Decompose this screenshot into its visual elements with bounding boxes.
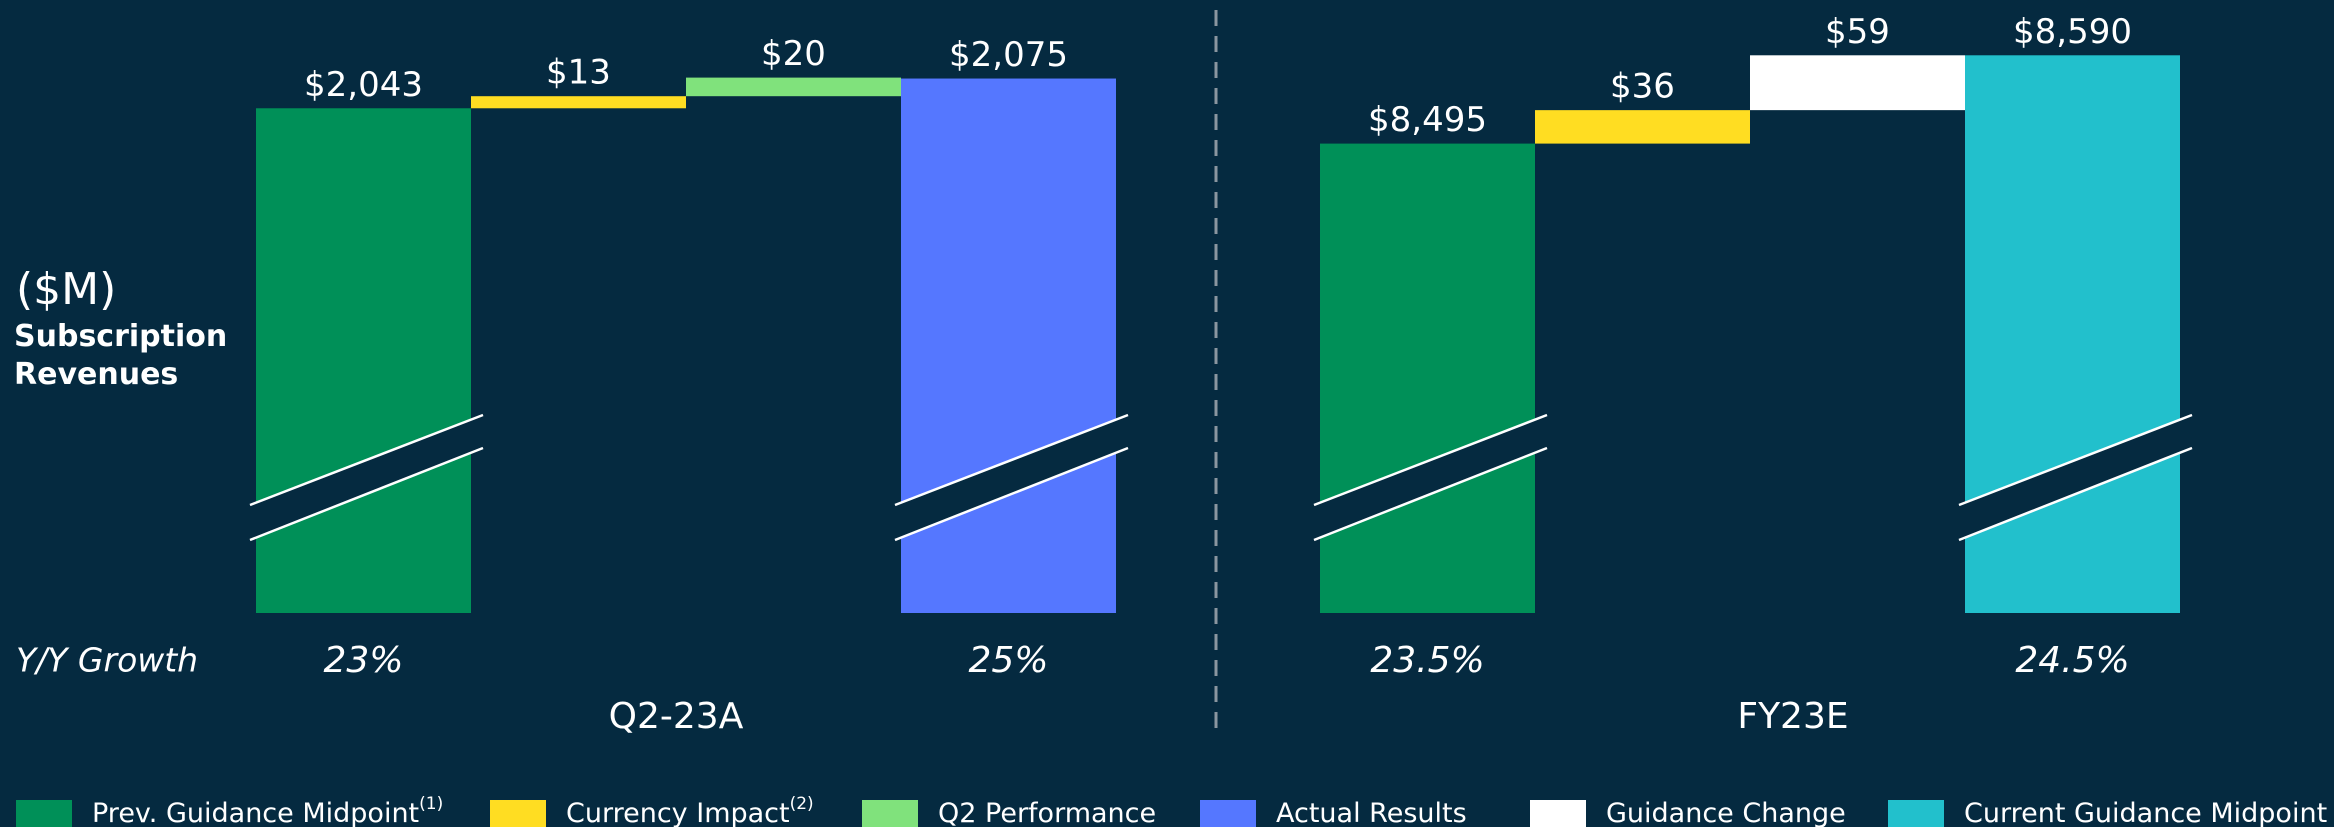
legend-text: Actual Results bbox=[1276, 798, 1467, 827]
legend-name: Q2 Performance bbox=[938, 798, 1156, 827]
axis-break bbox=[250, 415, 483, 540]
legend-swatch bbox=[1200, 800, 1256, 827]
bar bbox=[1320, 143, 1535, 613]
metric-label: Subscription Revenues bbox=[14, 319, 228, 392]
legend-swatch bbox=[862, 800, 918, 827]
bar bbox=[1535, 110, 1750, 144]
value-label: $36 bbox=[1610, 67, 1675, 107]
axis-break bbox=[1959, 415, 2192, 540]
growth-value: 23% bbox=[323, 640, 403, 681]
axis-break bbox=[895, 415, 1128, 540]
legend-note: (1) bbox=[419, 794, 443, 814]
bar bbox=[686, 77, 901, 97]
legend-name: Currency Impact bbox=[566, 798, 790, 827]
growth-label: Y/Y Growth bbox=[16, 641, 198, 680]
axis-break-line bbox=[894, 446, 1129, 542]
axis-break-line bbox=[1313, 413, 1548, 507]
x-label: Q2-23A bbox=[609, 696, 744, 737]
value-label: $20 bbox=[761, 34, 826, 74]
legend-text: Currency Impact(2) bbox=[566, 794, 814, 827]
legend-text: Current Guidance Midpoint bbox=[1964, 798, 2327, 827]
legend-note: (2) bbox=[790, 794, 814, 814]
bar bbox=[1750, 55, 1965, 111]
growth-value: 23.5% bbox=[1370, 640, 1484, 681]
legend-name: Prev. Guidance Midpoint bbox=[92, 798, 419, 827]
legend-swatch bbox=[16, 800, 72, 827]
legend-name: Actual Results bbox=[1276, 798, 1467, 827]
legend-swatch bbox=[1530, 800, 1586, 827]
axis-break bbox=[1314, 415, 1547, 540]
value-label: $2,075 bbox=[949, 35, 1068, 75]
bar bbox=[1965, 55, 2180, 613]
value-label: $2,043 bbox=[304, 65, 423, 105]
axis-break-line bbox=[1313, 446, 1548, 542]
x-label: FY23E bbox=[1737, 696, 1848, 737]
axis-break-line bbox=[249, 446, 484, 542]
growth-value: 25% bbox=[968, 640, 1048, 681]
legend-swatch bbox=[490, 800, 546, 827]
legend-text: Guidance Change bbox=[1606, 798, 1846, 827]
value-label: $13 bbox=[546, 53, 611, 93]
bar bbox=[901, 78, 1116, 614]
axis-break-line bbox=[1958, 446, 2193, 542]
legend-swatch bbox=[1888, 800, 1944, 827]
legend-name: Guidance Change bbox=[1606, 798, 1846, 827]
axis-break-line bbox=[894, 413, 1129, 507]
bar bbox=[471, 96, 686, 109]
value-label: $8,495 bbox=[1368, 100, 1487, 140]
axis-break-line bbox=[249, 413, 484, 507]
growth-value: 24.5% bbox=[2015, 640, 2129, 681]
metric-label-box: Subscription Revenues bbox=[14, 319, 228, 392]
value-label: $59 bbox=[1825, 12, 1890, 52]
value-label: $8,590 bbox=[2013, 12, 2132, 52]
legend-text: Q2 Performance bbox=[938, 798, 1156, 827]
legend-name: Current Guidance Midpoint bbox=[1964, 798, 2327, 827]
axis-break-line bbox=[1958, 413, 2193, 507]
unit-label: ($M) bbox=[16, 264, 116, 315]
legend-text: Prev. Guidance Midpoint(1) bbox=[92, 794, 443, 827]
bar bbox=[256, 108, 471, 614]
